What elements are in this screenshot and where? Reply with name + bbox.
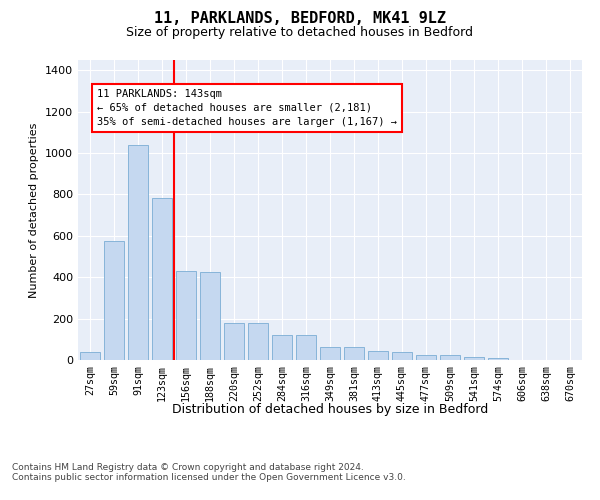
Bar (200, 272, 220, 360)
Bar (296, 335, 316, 360)
Text: Contains public sector information licensed under the Open Government Licence v3: Contains public sector information licen… (12, 472, 406, 482)
Y-axis label: Number of detached properties: Number of detached properties (29, 122, 40, 298)
Bar (344, 346, 364, 360)
Text: 11 PARKLANDS: 143sqm
← 65% of detached houses are smaller (2,181)
35% of semi-de: 11 PARKLANDS: 143sqm ← 65% of detached h… (97, 89, 397, 127)
Bar (80, 352, 100, 360)
Bar (272, 335, 292, 360)
Bar (320, 346, 340, 360)
Bar (464, 357, 484, 360)
Text: 11, PARKLANDS, BEDFORD, MK41 9LZ: 11, PARKLANDS, BEDFORD, MK41 9LZ (154, 11, 446, 26)
Bar (224, 323, 244, 360)
Text: Contains HM Land Registry data © Crown copyright and database right 2024.: Contains HM Land Registry data © Crown c… (12, 462, 364, 471)
Bar (152, 198, 172, 360)
Bar (416, 355, 436, 360)
Bar (104, 241, 124, 360)
Bar (392, 352, 412, 360)
Bar (440, 355, 460, 360)
Bar (176, 271, 196, 360)
Bar (368, 350, 388, 360)
Bar (248, 323, 268, 360)
Text: Distribution of detached houses by size in Bedford: Distribution of detached houses by size … (172, 402, 488, 415)
Bar (128, 145, 148, 360)
Text: Size of property relative to detached houses in Bedford: Size of property relative to detached ho… (127, 26, 473, 39)
Bar (488, 358, 508, 360)
